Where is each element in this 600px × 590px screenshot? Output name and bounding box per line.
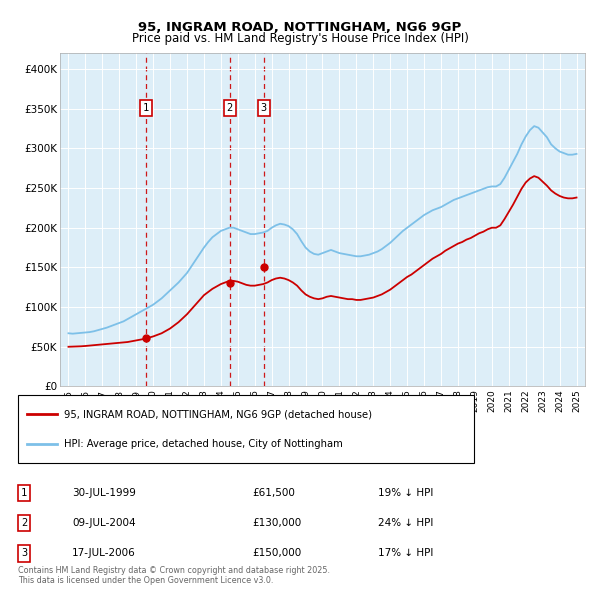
Text: 3: 3 <box>261 103 267 113</box>
Text: 1: 1 <box>143 103 149 113</box>
Text: HPI: Average price, detached house, City of Nottingham: HPI: Average price, detached house, City… <box>64 439 343 449</box>
Text: 3: 3 <box>21 549 27 558</box>
Text: 17% ↓ HPI: 17% ↓ HPI <box>378 549 433 558</box>
Text: £150,000: £150,000 <box>252 549 301 558</box>
Text: £61,500: £61,500 <box>252 488 295 497</box>
Text: £130,000: £130,000 <box>252 519 301 528</box>
Text: Contains HM Land Registry data © Crown copyright and database right 2025.
This d: Contains HM Land Registry data © Crown c… <box>18 566 330 585</box>
Text: 09-JUL-2004: 09-JUL-2004 <box>72 519 136 528</box>
Text: 95, INGRAM ROAD, NOTTINGHAM, NG6 9GP: 95, INGRAM ROAD, NOTTINGHAM, NG6 9GP <box>139 21 461 34</box>
Text: Price paid vs. HM Land Registry's House Price Index (HPI): Price paid vs. HM Land Registry's House … <box>131 32 469 45</box>
Text: 2: 2 <box>21 519 27 528</box>
Text: 30-JUL-1999: 30-JUL-1999 <box>72 488 136 497</box>
Text: 19% ↓ HPI: 19% ↓ HPI <box>378 488 433 497</box>
Text: 1: 1 <box>21 488 27 497</box>
Text: 17-JUL-2006: 17-JUL-2006 <box>72 549 136 558</box>
Text: 24% ↓ HPI: 24% ↓ HPI <box>378 519 433 528</box>
Text: 95, INGRAM ROAD, NOTTINGHAM, NG6 9GP (detached house): 95, INGRAM ROAD, NOTTINGHAM, NG6 9GP (de… <box>64 409 372 419</box>
Text: 2: 2 <box>227 103 233 113</box>
